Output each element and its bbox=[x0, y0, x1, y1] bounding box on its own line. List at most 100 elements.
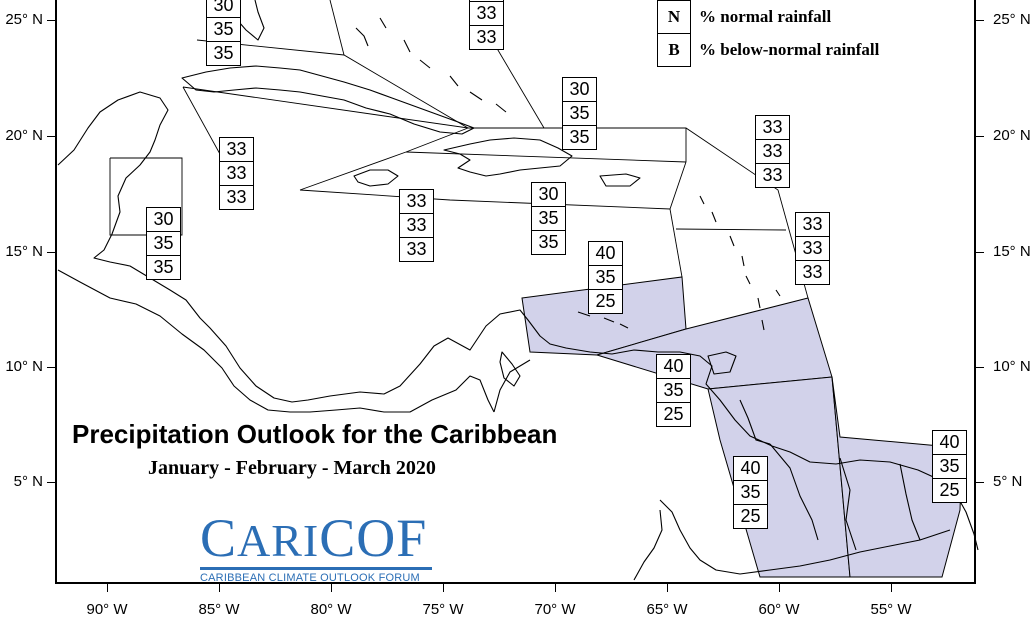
forecast-value: 33 bbox=[756, 163, 789, 187]
lat-label-left: 20° N bbox=[5, 127, 43, 144]
forecast-value: 33 bbox=[796, 236, 829, 260]
pacific-coast bbox=[57, 269, 495, 413]
lon-label: 55° W bbox=[870, 601, 912, 618]
forecast-value: 25 bbox=[589, 289, 622, 313]
lat-tick bbox=[976, 482, 984, 483]
cuba-coast bbox=[181, 65, 475, 135]
caricof-logo: CARICOF CARIBBEAN CLIMATE OUTLOOK FORUM bbox=[200, 508, 432, 584]
lon-tick bbox=[891, 584, 892, 592]
lat-label-right: 15° N bbox=[993, 243, 1031, 260]
legend-text-normal: % normal rainfall bbox=[699, 7, 832, 26]
coastlines bbox=[57, 0, 979, 581]
lat-label-left: 10° N bbox=[5, 358, 43, 375]
bahamas-islands bbox=[355, 17, 507, 113]
forecast-value: 40 bbox=[663, 356, 684, 376]
trinidad-coast bbox=[707, 351, 737, 375]
maracaibo-lake bbox=[499, 351, 521, 387]
lat-tick bbox=[47, 136, 55, 137]
forecast-box: 33 33 33 bbox=[399, 189, 434, 262]
forecast-value: 33 bbox=[220, 161, 253, 185]
forecast-value: 40 bbox=[939, 432, 960, 452]
forecast-box: 33 33 bbox=[469, 0, 504, 50]
lat-tick bbox=[47, 20, 55, 21]
forecast-value: 35 bbox=[563, 125, 596, 149]
forecast-value: 33 bbox=[470, 1, 503, 25]
forecast-value: 33 bbox=[756, 139, 789, 163]
forecast-value: 35 bbox=[563, 101, 596, 125]
forecast-value: 33 bbox=[400, 237, 433, 261]
map-title: Precipitation Outlook for the Caribbean bbox=[72, 419, 558, 449]
venezuela-border bbox=[739, 399, 771, 445]
forecast-value: 30 bbox=[153, 209, 174, 229]
lat-tick bbox=[976, 136, 984, 137]
forecast-value: 35 bbox=[532, 206, 565, 230]
forecast-box: 33 33 33 bbox=[795, 212, 830, 285]
forecast-value: 33 bbox=[762, 117, 783, 137]
guianas-borders bbox=[769, 443, 921, 551]
lon-tick bbox=[555, 584, 556, 592]
forecast-value: 33 bbox=[226, 139, 247, 159]
forecast-box: 30 35 35 bbox=[562, 77, 597, 150]
lat-label-right: 10° N bbox=[993, 358, 1031, 375]
map-subtitle: January - February - March 2020 bbox=[148, 457, 436, 479]
forecast-box: 33 33 33 bbox=[755, 115, 790, 188]
forecast-value: 33 bbox=[802, 214, 823, 234]
forecast-value: 25 bbox=[657, 402, 690, 426]
forecast-value: 33 bbox=[796, 260, 829, 284]
forecast-value: 30 bbox=[538, 184, 559, 204]
hispaniola-coast bbox=[443, 137, 573, 177]
forecast-value: 35 bbox=[657, 378, 690, 402]
puerto-rico-coast bbox=[599, 173, 641, 187]
lat-label-right: 25° N bbox=[993, 11, 1031, 28]
logo-tagline: CARIBBEAN CLIMATE OUTLOOK FORUM bbox=[200, 572, 420, 584]
lat-tick bbox=[976, 367, 984, 368]
forecast-value: 40 bbox=[740, 458, 761, 478]
zone-suriname bbox=[831, 376, 963, 578]
lat-tick bbox=[47, 367, 55, 368]
south-border bbox=[659, 499, 951, 575]
legend-text-below: % below-normal rainfall bbox=[699, 40, 880, 59]
forecast-box: 30 35 35 bbox=[206, 0, 241, 66]
forecast-value: 35 bbox=[207, 17, 240, 41]
logo-wordmark: CARICOF bbox=[200, 508, 428, 568]
lon-label: 85° W bbox=[198, 601, 240, 618]
forecast-value: 35 bbox=[532, 230, 565, 254]
legend-key-below: B bbox=[657, 33, 691, 67]
lon-tick bbox=[667, 584, 668, 592]
lat-tick bbox=[47, 252, 55, 253]
lon-label: 90° W bbox=[86, 601, 128, 618]
lesser-antilles bbox=[699, 195, 781, 331]
forecast-value: 30 bbox=[213, 0, 234, 15]
logo-bar bbox=[200, 567, 432, 570]
lon-tick bbox=[107, 584, 108, 592]
forecast-value: 35 bbox=[589, 265, 622, 289]
forecast-value: 33 bbox=[220, 185, 253, 209]
jamaica-coast bbox=[353, 169, 399, 187]
forecast-value: 40 bbox=[595, 243, 616, 263]
lon-tick bbox=[779, 584, 780, 592]
lon-label: 80° W bbox=[310, 601, 352, 618]
lon-tick bbox=[443, 584, 444, 592]
legend-normal: N % normal rainfall bbox=[657, 0, 831, 34]
forecast-box: 40 35 25 bbox=[656, 354, 691, 427]
lon-tick bbox=[219, 584, 220, 592]
abc-islands bbox=[577, 311, 629, 329]
region-boundaries bbox=[109, 0, 809, 299]
forecast-value: 30 bbox=[569, 79, 590, 99]
forecast-value: 35 bbox=[147, 231, 180, 255]
forecast-value: 25 bbox=[734, 504, 767, 528]
forecast-box: 40 35 25 bbox=[932, 430, 967, 503]
forecast-value: 25 bbox=[933, 478, 966, 502]
forecast-box: 30 35 35 bbox=[531, 182, 566, 255]
forecast-box: 40 35 25 bbox=[733, 456, 768, 529]
lon-label: 65° W bbox=[646, 601, 688, 618]
forecast-value: 35 bbox=[734, 480, 767, 504]
lat-tick bbox=[47, 482, 55, 483]
forecast-value: 35 bbox=[147, 255, 180, 279]
forecast-value: 33 bbox=[406, 191, 427, 211]
lat-tick bbox=[976, 252, 984, 253]
lat-tick bbox=[976, 20, 984, 21]
forecast-value: 35 bbox=[207, 41, 240, 65]
lat-label-left: 25° N bbox=[5, 11, 43, 28]
